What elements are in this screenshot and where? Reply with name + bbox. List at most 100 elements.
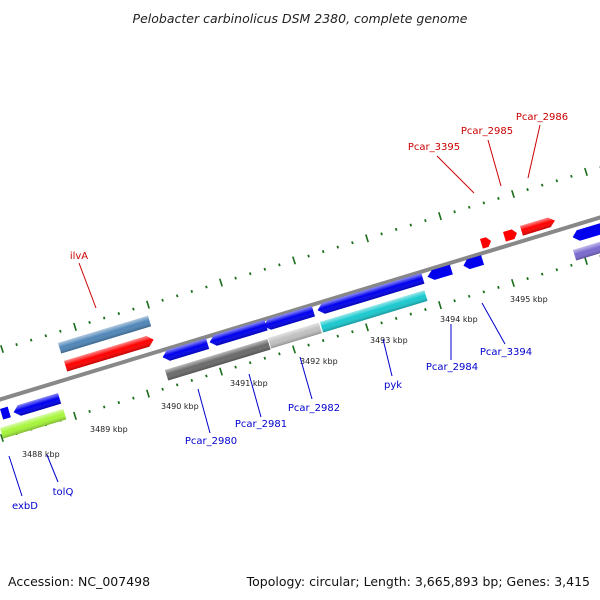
upper-tick-mark	[526, 188, 529, 192]
upper-tick-mark	[190, 289, 194, 293]
upper-tick-mark	[29, 338, 33, 342]
upper-tick-mark	[0, 344, 4, 354]
upper-tick-mark	[497, 196, 500, 200]
lower-tick-mark	[321, 339, 325, 343]
upper-tick-mark	[234, 276, 237, 280]
upper-tick-mark	[365, 234, 369, 243]
lower-tick-mark	[117, 401, 121, 405]
leader-exbd	[8, 455, 23, 497]
leader-pcar-3394	[481, 302, 506, 345]
upper-tick-mark	[292, 256, 296, 265]
lower-tick-mark	[424, 308, 427, 312]
gene-label-pcar-3394[interactable]: Pcar_3394	[480, 347, 532, 358]
label-leader-lines	[8, 124, 541, 497]
lower-tick-mark	[409, 312, 413, 316]
upper-tick-mark	[219, 278, 223, 287]
gene-label-pcar-2986[interactable]: Pcar_2986	[516, 112, 568, 123]
upper-tick-mark	[409, 223, 413, 227]
lower-tick-mark	[526, 277, 529, 281]
block-light-gray[interactable]	[268, 322, 322, 349]
gene-labels: ilvA Pcar_3395 Pcar_2985 Pcar_2986 exbD …	[12, 112, 568, 512]
lower-tick-mark	[248, 361, 252, 365]
lower-tick-mark	[584, 256, 588, 265]
gene-label-pcar-2985[interactable]: Pcar_2985	[461, 126, 513, 137]
upper-tick-mark	[248, 272, 252, 276]
block-lime[interactable]	[0, 408, 67, 439]
gene-label-pcar-3395[interactable]: Pcar_3395	[408, 142, 460, 153]
lower-tick-mark	[73, 411, 77, 420]
upper-tick-row	[0, 166, 600, 354]
lower-tick-mark	[263, 356, 267, 360]
gene-arrow-red[interactable]	[64, 334, 155, 372]
gene-label-tolq[interactable]: tolQ	[53, 487, 74, 498]
lower-tick-mark	[161, 387, 164, 391]
lower-tick-mark	[205, 374, 208, 378]
upper-tick-mark	[380, 232, 383, 236]
lower-tick-mark	[234, 365, 237, 369]
gene-label-pcar-2981[interactable]: Pcar_2981	[235, 419, 287, 430]
upper-tick-mark	[570, 174, 573, 178]
gene-label-ilva[interactable]: ilvA	[70, 251, 88, 262]
gene-exbd[interactable]	[0, 406, 11, 420]
block-violet[interactable]	[573, 238, 600, 261]
gene-pcar-2980[interactable]	[161, 338, 210, 362]
gene-tolq[interactable]	[12, 393, 62, 417]
lower-tick-mark	[394, 316, 398, 320]
plus-strand-genes	[58, 216, 556, 372]
position-label: 3494 kbp	[440, 315, 478, 324]
gene-right-edge-blue[interactable]	[571, 220, 600, 242]
upper-tick-mark	[482, 201, 486, 205]
gene-ilva-block[interactable]	[58, 315, 152, 354]
lower-tick-mark	[453, 299, 456, 303]
lower-tick-mark	[467, 294, 471, 298]
lower-tick-mark	[365, 323, 369, 332]
leader-pcar-2981	[248, 373, 262, 418]
leader-pcar-2982	[299, 356, 313, 400]
upper-tick-mark	[336, 245, 340, 249]
minus-strand-genes	[0, 220, 600, 420]
lower-tick-mark	[175, 383, 179, 387]
leader-pcar-2986	[527, 124, 541, 179]
upper-tick-mark	[88, 320, 91, 324]
block-dark-gray[interactable]	[165, 338, 271, 381]
gene-label-pcar-2982[interactable]: Pcar_2982	[288, 403, 340, 414]
lower-tick-mark	[146, 389, 150, 398]
gene-pcar-2982[interactable]	[262, 305, 315, 332]
lower-tick-mark	[292, 345, 296, 354]
upper-tick-mark	[73, 322, 77, 331]
lower-tick-mark	[88, 409, 91, 413]
upper-tick-mark	[438, 212, 442, 221]
lower-tick-mark	[555, 268, 559, 272]
position-label: 3489 kbp	[90, 425, 128, 434]
lower-tick-row	[0, 255, 600, 443]
upper-tick-mark	[161, 298, 164, 302]
leader-tolq	[46, 454, 59, 483]
upper-tick-mark	[146, 300, 150, 309]
lower-tick-mark	[438, 301, 442, 310]
gene-pcar-2985[interactable]	[503, 228, 518, 242]
gene-pcar-3395[interactable]	[480, 236, 492, 249]
gene-pcar-3394[interactable]	[462, 255, 485, 270]
leader-ilva	[78, 262, 97, 309]
upper-tick-mark	[351, 241, 354, 245]
lower-tick-mark	[351, 330, 354, 334]
gene-label-exbd[interactable]: exbD	[12, 501, 38, 512]
genome-summary-text: Topology: circular; Length: 3,665,893 bp…	[246, 574, 590, 589]
upper-tick-mark	[132, 307, 135, 311]
minus-strand-blocks	[0, 238, 600, 439]
gene-label-pcar-2984[interactable]: Pcar_2984	[426, 362, 478, 373]
gene-pcar-2984[interactable]	[426, 264, 453, 282]
block-cyan[interactable]	[320, 290, 428, 333]
upper-tick-mark	[424, 219, 427, 223]
lower-tick-mark	[132, 396, 135, 400]
gene-pyk[interactable]	[316, 273, 425, 315]
lower-tick-mark	[497, 285, 500, 289]
position-label: 3495 kbp	[510, 295, 548, 304]
upper-tick-mark	[511, 189, 515, 199]
gene-pcar-2986[interactable]	[520, 216, 556, 236]
gene-label-pcar-2980[interactable]: Pcar_2980	[185, 436, 237, 447]
upper-tick-mark	[453, 210, 456, 214]
gene-pcar-2981[interactable]	[208, 319, 268, 348]
lower-tick-mark	[307, 343, 310, 347]
gene-label-pyk[interactable]: pyk	[384, 380, 402, 391]
